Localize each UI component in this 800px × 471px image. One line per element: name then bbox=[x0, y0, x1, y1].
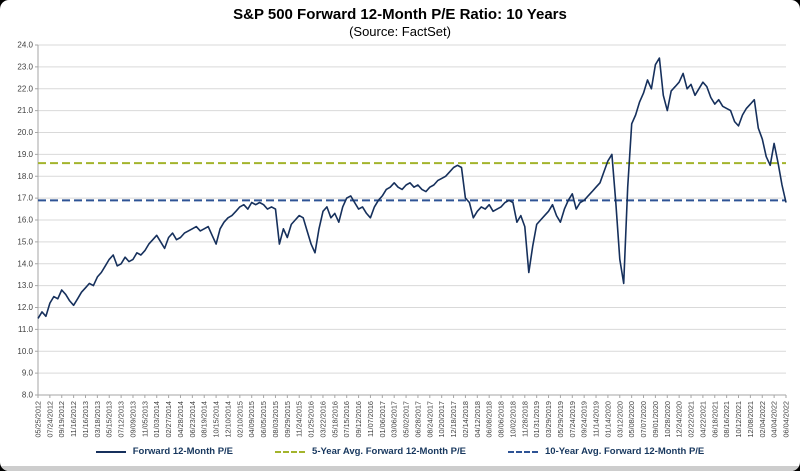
chart-legend: Forward 12-Month P/E 5-Year Avg. Forward… bbox=[0, 446, 800, 457]
x-axis-label: 06/05/2015 bbox=[259, 401, 268, 438]
chart-subtitle: (Source: FactSet) bbox=[349, 24, 451, 39]
x-axis-label: 12/08/2021 bbox=[746, 401, 755, 438]
x-axis-label: 07/12/2013 bbox=[117, 401, 126, 438]
x-axis-label: 10/20/2017 bbox=[437, 401, 446, 438]
y-axis-label: 16.0 bbox=[17, 216, 33, 225]
x-axis-label: 01/14/2020 bbox=[603, 401, 612, 438]
x-axis-label: 06/08/2018 bbox=[485, 401, 494, 438]
forward-pe-line-sample bbox=[95, 450, 126, 453]
x-axis-label: 03/18/2013 bbox=[93, 401, 102, 438]
x-axis-label: 05/25/2012 bbox=[34, 401, 43, 438]
x-axis-label: 01/31/2019 bbox=[532, 401, 541, 438]
x-axis-label: 10/02/2018 bbox=[508, 401, 517, 438]
y-axis-label: 13.0 bbox=[17, 281, 33, 290]
y-axis-label: 14.0 bbox=[17, 259, 33, 268]
x-axis-label: 08/24/2017 bbox=[425, 401, 434, 438]
x-axis-label: 02/14/2018 bbox=[461, 401, 470, 438]
x-axis-label: 09/12/2016 bbox=[354, 401, 363, 438]
y-axis-label: 17.0 bbox=[17, 194, 33, 203]
x-axis-label: 04/28/2014 bbox=[176, 401, 185, 438]
y-axis-label: 10.0 bbox=[17, 347, 33, 356]
y-axis-label: 22.0 bbox=[17, 84, 33, 93]
y-axis-label: 24.0 bbox=[17, 41, 33, 50]
video-progress-strip bbox=[0, 466, 800, 471]
x-axis-label: 03/06/2017 bbox=[390, 401, 399, 438]
y-axis-label: 9.0 bbox=[22, 369, 34, 378]
x-axis-label: 12/18/2017 bbox=[449, 401, 458, 438]
x-axis-label: 07/24/2019 bbox=[568, 401, 577, 438]
x-axis-label: 06/28/2017 bbox=[413, 401, 422, 438]
legend-10yr-avg: 10-Year Avg. Forward 12-Month P/E bbox=[508, 446, 704, 457]
forward-pe-line bbox=[37, 57, 787, 319]
x-axis-label: 10/15/2014 bbox=[212, 401, 221, 438]
x-axis-label: 03/29/2019 bbox=[544, 401, 553, 438]
x-axis-label: 07/07/2020 bbox=[639, 401, 648, 438]
x-axis-label: 05/18/2016 bbox=[330, 401, 339, 438]
x-axis-label: 10/28/2020 bbox=[663, 401, 672, 438]
x-axis-label: 03/12/2020 bbox=[615, 401, 624, 438]
y-axis-label: 11.0 bbox=[18, 325, 34, 334]
five-year-avg-line-sample bbox=[275, 450, 306, 453]
x-axis-label: 11/28/2018 bbox=[520, 401, 529, 437]
x-axis-label: 08/03/2015 bbox=[271, 401, 280, 438]
x-axis-label: 09/01/2020 bbox=[651, 401, 660, 438]
x-axis-label: 02/27/2014 bbox=[164, 401, 173, 438]
x-axis-label: 03/22/2016 bbox=[318, 401, 327, 438]
legend-forward-pe-label: Forward 12-Month P/E bbox=[132, 446, 234, 457]
x-axis-label: 11/24/2015 bbox=[295, 401, 304, 437]
y-axis-label: 20.0 bbox=[17, 128, 33, 137]
x-axis-label: 04/22/2021 bbox=[698, 401, 707, 438]
x-axis-label: 11/05/2013 bbox=[140, 401, 149, 437]
x-axis-label: 05/29/2019 bbox=[556, 401, 565, 438]
x-axis-label: 11/16/2012 bbox=[69, 401, 78, 437]
y-axis-label: 21.0 bbox=[17, 106, 33, 115]
x-axis-label: 11/14/2019 bbox=[592, 401, 601, 437]
x-axis-label: 04/09/2015 bbox=[247, 401, 256, 438]
x-axis-label: 04/12/2018 bbox=[473, 401, 482, 438]
x-axis-label: 09/09/2013 bbox=[128, 401, 137, 438]
legend-10yr-avg-label: 10-Year Avg. Forward 12-Month P/E bbox=[545, 446, 705, 457]
x-axis-label: 01/06/2017 bbox=[378, 401, 387, 438]
x-axis-label: 05/02/2017 bbox=[402, 401, 411, 438]
x-axis-label: 12/10/2014 bbox=[223, 401, 232, 438]
x-axis-label: 09/19/2012 bbox=[57, 401, 66, 438]
x-axis-label: 07/24/2012 bbox=[45, 401, 54, 438]
x-axis-label: 04/04/2022 bbox=[770, 401, 779, 438]
x-axis-label: 01/25/2016 bbox=[307, 401, 316, 438]
x-axis-label: 05/08/2020 bbox=[627, 401, 636, 438]
y-axis-label: 15.0 bbox=[17, 237, 33, 246]
y-axis-label: 12.0 bbox=[17, 303, 33, 312]
x-axis-label: 11/07/2016 bbox=[366, 401, 375, 437]
ten-year-avg-line-sample bbox=[508, 450, 538, 453]
x-axis-label: 02/04/2022 bbox=[758, 401, 767, 438]
y-axis-label: 23.0 bbox=[17, 62, 33, 71]
pe-chart-svg: 8.0 9.0 10.0 11.0 12.0 13.0 14.0 15.0 16.0 17.0 18… bbox=[17, 41, 791, 438]
chart-header: S&P 500 Forward 12-Month P/E Ratio: 10 Y… bbox=[0, 0, 800, 40]
legend-5yr-avg-label: 5-Year Avg. Forward 12-Month P/E bbox=[312, 446, 466, 457]
legend-forward-pe: Forward 12-Month P/E bbox=[95, 446, 234, 457]
x-axis-label: 10/12/2021 bbox=[734, 401, 743, 438]
x-axis-label: 06/18/2021 bbox=[710, 401, 719, 438]
x-axis-label: 01/03/2014 bbox=[152, 401, 161, 438]
x-axis-label: 02/22/2021 bbox=[687, 401, 696, 438]
x-axis-label: 12/24/2020 bbox=[675, 401, 684, 438]
y-axis-label: 18.0 bbox=[17, 172, 33, 181]
x-axis-label: 08/19/2014 bbox=[200, 401, 209, 438]
x-axis-label: 08/16/2021 bbox=[722, 401, 731, 438]
x-axis-label: 09/24/2019 bbox=[580, 401, 589, 438]
chart-title: S&P 500 Forward 12-Month P/E Ratio: 10 Y… bbox=[233, 6, 567, 23]
x-axis-label: 06/04/2022 bbox=[782, 401, 791, 438]
y-axis-label: 8.0 bbox=[22, 391, 34, 400]
x-axis-label: 05/15/2013 bbox=[105, 401, 114, 438]
x-axis-label: 01/16/2013 bbox=[81, 401, 90, 438]
x-axis-label: 09/29/2015 bbox=[283, 401, 292, 438]
x-axis-label: 02/10/2015 bbox=[235, 401, 244, 438]
legend-5yr-avg: 5-Year Avg. Forward 12-Month P/E bbox=[275, 446, 466, 457]
x-axis-label: 08/06/2018 bbox=[497, 401, 506, 438]
x-axis-label: 06/23/2014 bbox=[188, 401, 197, 438]
x-axis-label: 07/15/2016 bbox=[342, 401, 351, 438]
y-axis-label: 19.0 bbox=[17, 150, 33, 159]
